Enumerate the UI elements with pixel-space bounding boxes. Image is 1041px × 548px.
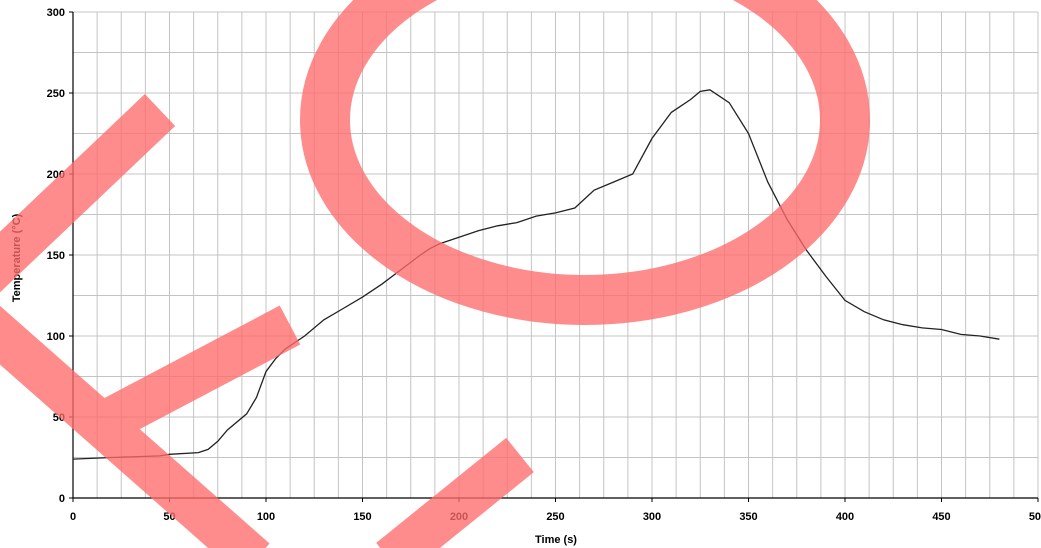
axes <box>69 11 1039 502</box>
red-slash-bottom <box>376 437 534 548</box>
y-tick-label: 150 <box>47 250 65 262</box>
grid <box>72 11 1039 499</box>
x-axis-title: Time (s) <box>535 534 577 546</box>
x-tick-label: 350 <box>739 511 757 523</box>
y-tick-label: 0 <box>59 493 65 505</box>
x-tick-label: 300 <box>643 511 661 523</box>
x-tick-label: 450 <box>932 511 950 523</box>
y-tick-label: 300 <box>47 7 65 19</box>
x-tick-label: 100 <box>257 511 275 523</box>
red-check-mark-large-arm <box>0 94 176 293</box>
x-tick-label: 500 <box>1029 511 1041 523</box>
x-tick-label: 250 <box>546 511 564 523</box>
y-tick-label: 250 <box>47 88 65 100</box>
red-loop-circle <box>300 0 870 325</box>
red-check-mark-large <box>0 305 270 548</box>
x-tick-label: 400 <box>836 511 854 523</box>
annotation-overlays <box>0 0 870 548</box>
red-check-mark-small <box>99 305 301 440</box>
series-line <box>72 89 1000 460</box>
x-tick-label: 150 <box>353 511 371 523</box>
y-tick-label: 100 <box>47 331 65 343</box>
x-tick-label: 0 <box>70 511 76 523</box>
